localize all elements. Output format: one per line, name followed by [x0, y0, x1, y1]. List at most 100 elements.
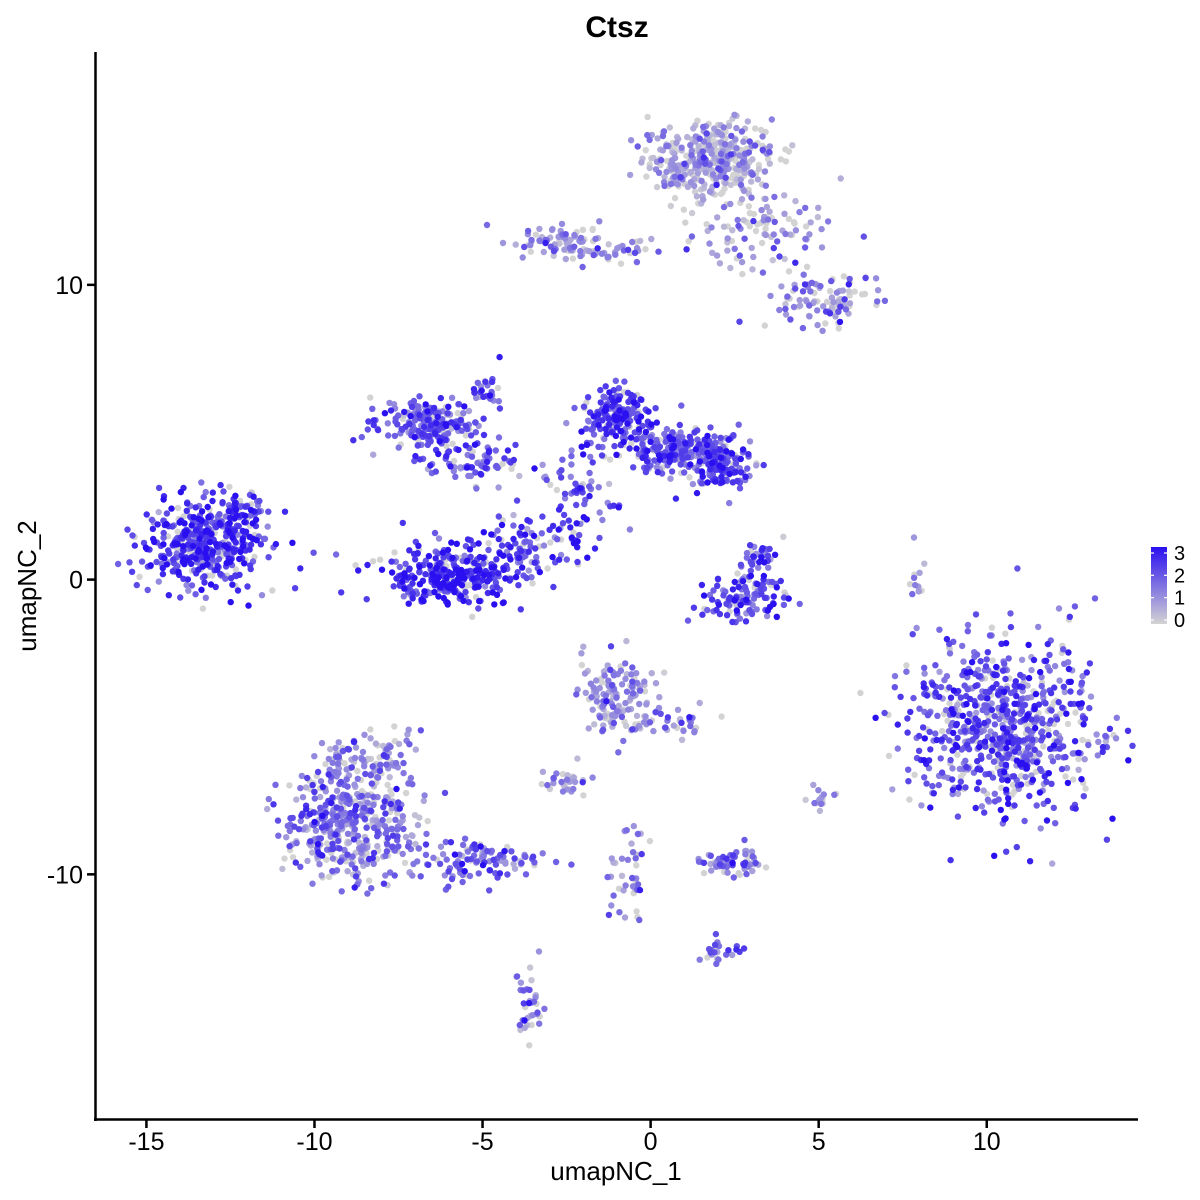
cell-point	[593, 677, 600, 684]
cell-point	[493, 556, 500, 563]
cell-point	[170, 556, 177, 563]
cell-point	[680, 727, 687, 735]
cell-point	[447, 570, 454, 577]
cell-point	[408, 403, 416, 410]
cell-point	[618, 713, 626, 720]
cell-point	[715, 165, 722, 172]
cell-point	[351, 781, 358, 788]
cell-point	[1113, 714, 1121, 721]
cell-point	[1023, 757, 1031, 764]
cell-point	[383, 827, 391, 834]
cell-point	[943, 635, 951, 643]
cell-point	[682, 440, 689, 447]
cell-point	[304, 774, 311, 782]
cell-point	[520, 987, 527, 994]
cell-point	[420, 797, 427, 805]
cell-point	[552, 858, 560, 866]
cell-point	[835, 308, 842, 315]
cell-point	[386, 869, 394, 876]
cell-point	[622, 882, 629, 889]
cell-point	[747, 559, 755, 566]
cell-point	[662, 438, 670, 445]
cell-point	[961, 682, 968, 689]
cell-point	[1065, 665, 1073, 673]
cell-point	[745, 451, 752, 458]
cell-point	[475, 540, 482, 547]
cell-point	[977, 766, 984, 773]
cell-point	[938, 769, 946, 776]
cell-point	[1011, 748, 1018, 755]
cell-point	[544, 781, 551, 789]
cell-point	[839, 287, 847, 294]
cell-point	[726, 499, 733, 507]
cell-point	[409, 781, 416, 788]
cell-point	[519, 564, 526, 571]
cell-point	[749, 171, 756, 178]
cell-point	[762, 195, 769, 203]
cell-point	[969, 724, 976, 732]
cell-point	[1029, 736, 1036, 744]
cell-point	[613, 707, 621, 715]
cell-point	[972, 702, 979, 709]
cell-point	[1032, 724, 1039, 732]
cell-point	[932, 730, 939, 737]
cell-point	[527, 241, 534, 249]
cell-point	[414, 821, 422, 829]
cell-point	[595, 421, 602, 429]
cell-point	[740, 217, 747, 224]
cell-point	[736, 152, 743, 159]
legend-label: 2	[1174, 565, 1185, 587]
cell-point	[364, 890, 371, 897]
cell-point	[242, 503, 249, 510]
cell-point	[227, 575, 235, 582]
cell-point	[675, 434, 682, 441]
cell-point	[704, 479, 711, 486]
cell-point	[502, 575, 509, 582]
cell-point	[764, 552, 772, 559]
cell-point	[562, 231, 569, 238]
cell-point	[571, 243, 578, 250]
cell-point	[215, 555, 223, 563]
cell-point	[810, 781, 817, 789]
cell-point	[423, 830, 430, 838]
cell-point	[760, 461, 767, 469]
cell-point	[311, 753, 318, 760]
cell-point	[527, 248, 534, 255]
cell-point	[1044, 640, 1052, 648]
cell-point	[652, 680, 660, 687]
cell-point	[643, 701, 650, 708]
chart-title: Ctsz	[585, 11, 648, 44]
cell-point	[909, 590, 916, 598]
cell-point	[425, 552, 433, 560]
cell-point	[185, 587, 192, 594]
cell-point	[712, 930, 720, 938]
cell-point	[1129, 742, 1136, 749]
cell-point	[941, 676, 948, 684]
cell-point	[759, 580, 766, 588]
cell-point	[485, 571, 493, 578]
cell-point	[1043, 657, 1050, 664]
cell-point	[836, 318, 844, 326]
cell-point	[462, 422, 470, 430]
cell-point	[615, 702, 622, 710]
cell-point	[558, 220, 566, 228]
cell-point	[796, 600, 803, 608]
cell-point	[735, 583, 742, 591]
cell-point	[488, 564, 495, 571]
cell-point	[1003, 710, 1010, 717]
cell-point	[611, 442, 618, 450]
cell-point	[655, 248, 662, 255]
cell-point	[615, 749, 622, 756]
cell-point	[230, 547, 238, 554]
cell-point	[639, 454, 646, 461]
cell-point	[374, 842, 381, 850]
cell-point	[204, 503, 211, 511]
cell-point	[729, 859, 736, 867]
cell-point	[350, 738, 358, 745]
cell-point	[497, 851, 504, 859]
cell-point	[721, 141, 729, 148]
cell-point	[990, 758, 998, 765]
cell-point	[526, 964, 534, 971]
cell-point	[462, 432, 470, 439]
